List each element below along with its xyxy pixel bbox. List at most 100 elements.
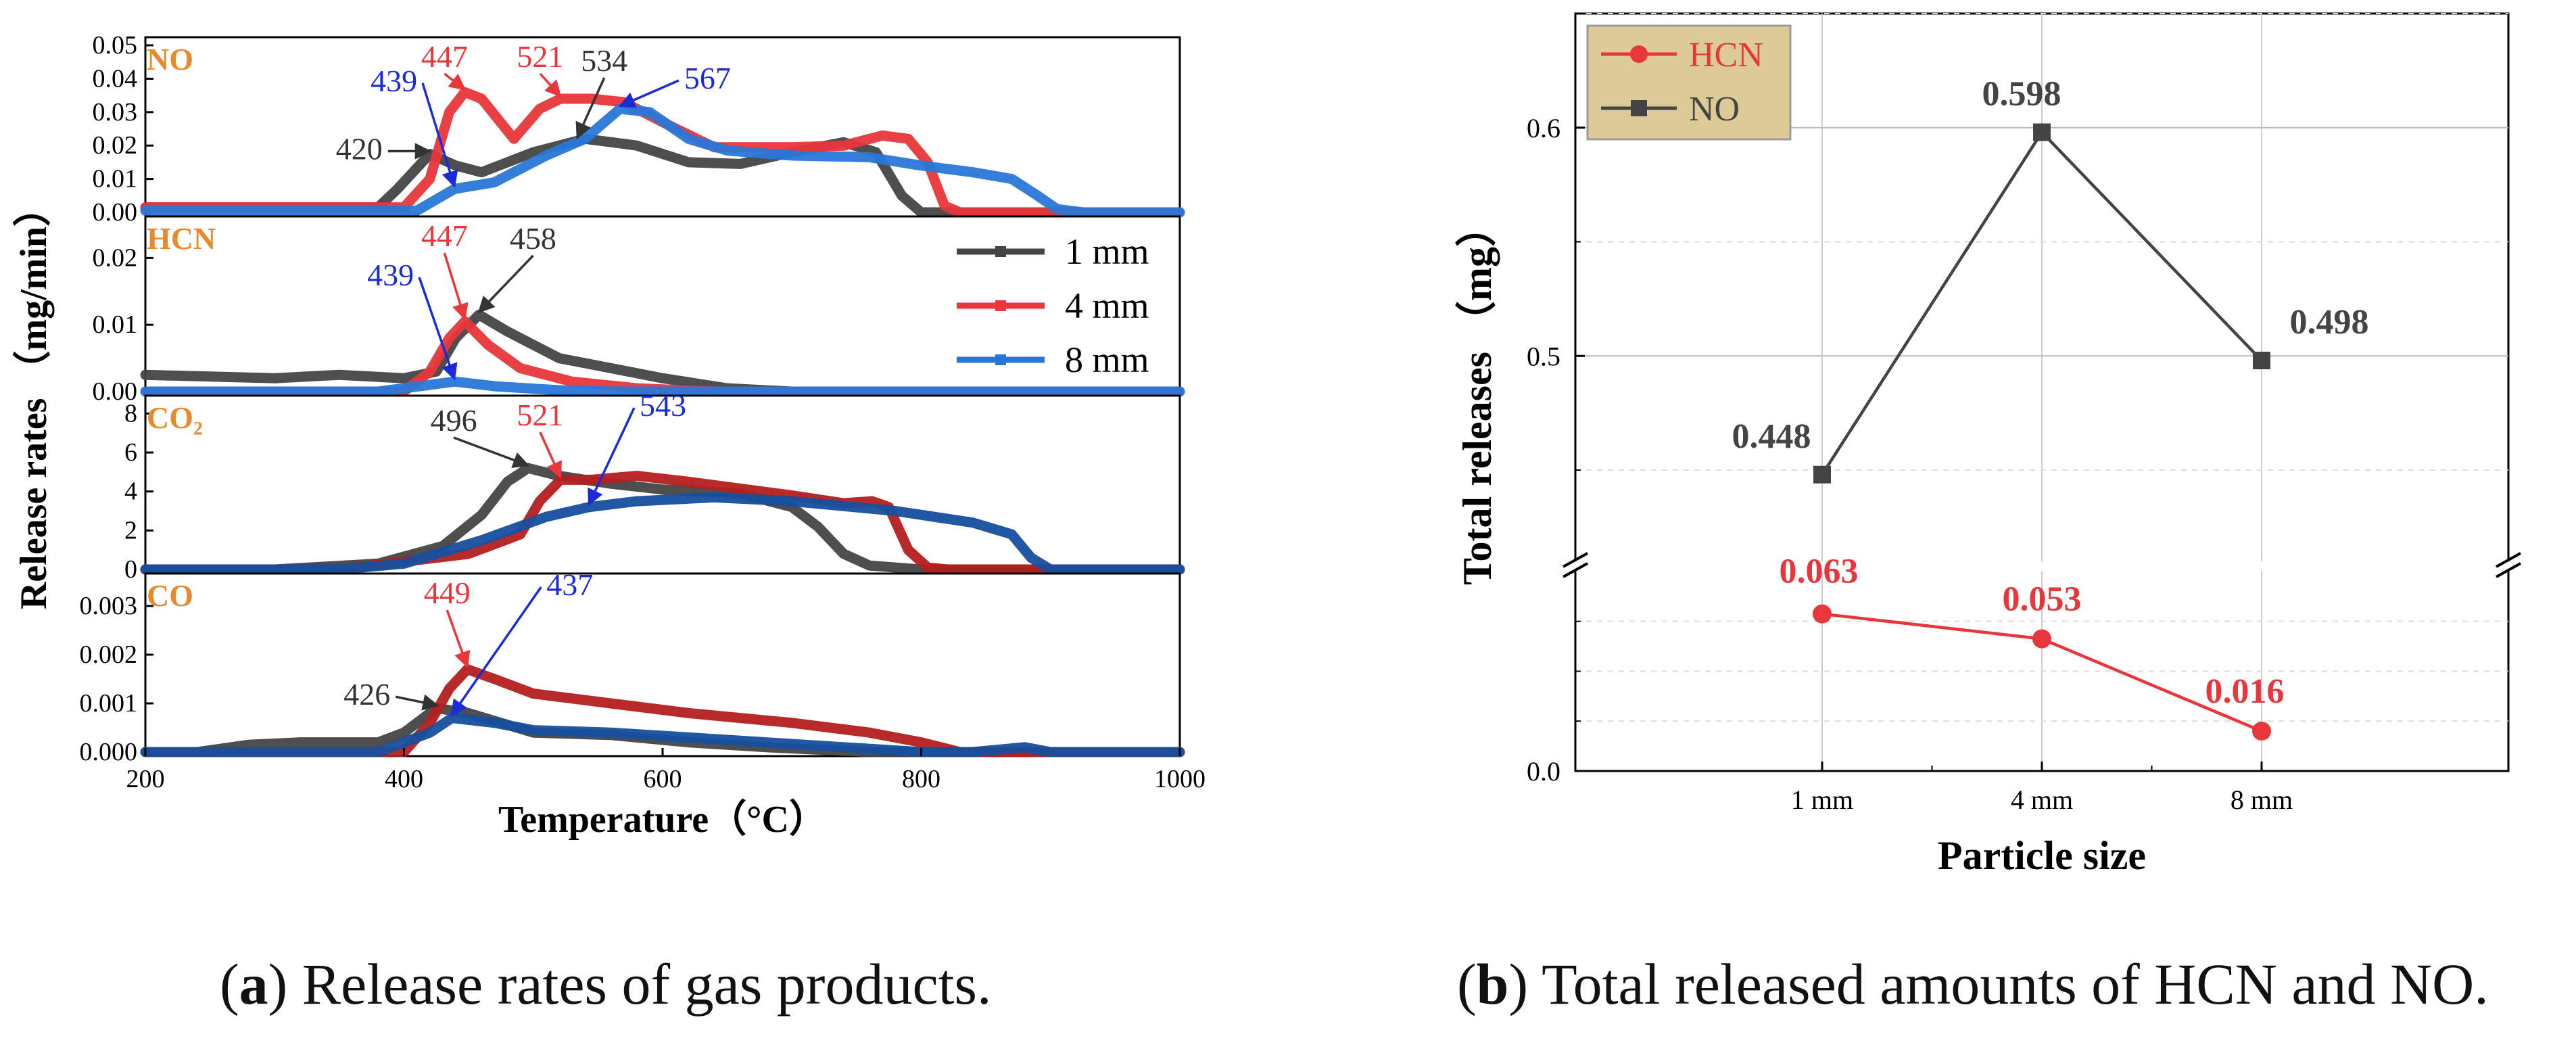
annotation-peak-439: 439 — [371, 64, 417, 98]
y-tick-label: 0.6 — [1527, 113, 1560, 143]
y-tick-label: 0.02 — [93, 131, 138, 160]
data-point-no — [2253, 352, 2270, 369]
annotation-peak-420: 420 — [336, 132, 383, 166]
data-point-no — [2033, 123, 2051, 141]
y-tick-label: 6 — [124, 438, 137, 467]
data-label-no: 0.598 — [1982, 75, 2061, 114]
annotation-arrow — [418, 277, 458, 381]
data-label-no: 0.498 — [2290, 303, 2369, 342]
annotation-peak-567: 567 — [684, 61, 731, 95]
annotation-peak-543: 543 — [640, 388, 686, 423]
series-line-4mm — [140, 664, 1185, 757]
annotation-peak-496: 496 — [431, 403, 477, 438]
y-tick-label: 0.00 — [93, 377, 138, 406]
annotation-arrow — [444, 72, 467, 91]
axis-break-mark — [2496, 562, 2521, 578]
legend-entry-label: 8 mm — [1065, 340, 1149, 380]
axis-break-mark — [1563, 552, 1588, 568]
x-tick-label: 8 mm — [2231, 785, 2293, 815]
y-tick-label: 0.01 — [93, 165, 138, 193]
panel-no: 0.00 0.01 0.02 0.03 0.04 0.05 NO 447 521 534 567 43… — [93, 31, 1185, 227]
y-tick-label: 0.001 — [80, 689, 138, 718]
annotation-arrow — [450, 586, 542, 717]
caption-b-text: Total released amounts of HCN and NO. — [1542, 952, 2489, 1017]
series-line-8mm — [140, 103, 1185, 218]
annotation-peak-534: 534 — [581, 43, 627, 78]
x-tick-label: 800 — [902, 765, 940, 793]
y-tick-label: 0.00 — [93, 198, 138, 227]
legend-marker — [995, 300, 1006, 311]
caption-a-text: Release rates of gas products. — [302, 952, 992, 1017]
legend-entry-label: 1 mm — [1065, 231, 1149, 272]
annotation-peak-426: 426 — [343, 677, 390, 711]
y-tick-label: 0.000 — [80, 738, 138, 766]
data-point-no — [1813, 465, 1831, 484]
y-tick-label: 8 — [124, 399, 137, 427]
annotation-peak-449: 449 — [424, 576, 471, 610]
y-tick-label: 0.03 — [93, 98, 138, 126]
panel-label-no: NO — [147, 42, 193, 76]
series-line-4mm — [140, 471, 1185, 575]
data-label-hcn: 0.063 — [1780, 553, 1859, 591]
annotation-arrow — [453, 436, 530, 468]
panel-co: 0.000 0.001 0.002 0.003 CO 449 437 426 — [80, 567, 1185, 766]
annotation-peak-521: 521 — [517, 39, 563, 74]
legend-marker — [1630, 45, 1648, 63]
axis-break-mark — [1563, 562, 1588, 578]
y-axis-label: Total releases （mg） — [1454, 206, 1500, 585]
chart-a-release-rates: 0.00 0.01 0.02 0.03 0.04 0.05 NO 447 521 534 567 43… — [12, 31, 1206, 841]
caption-a: (a) Release rates of gas products. — [220, 952, 992, 1017]
annotation-peak-447: 447 — [421, 39, 468, 74]
annotation-arrow — [575, 77, 606, 140]
y-tick-label: 0.02 — [93, 243, 138, 272]
legend-entry-label: 4 mm — [1065, 285, 1149, 326]
annotation-arrow — [443, 252, 469, 321]
series-line-8mm — [140, 376, 1185, 397]
annotation-arrow — [477, 254, 534, 314]
x-tick-label: 1 mm — [1791, 785, 1853, 815]
legend-box — [1586, 24, 1792, 141]
x-axis-label: Particle size — [1938, 833, 2146, 878]
caption-b-letter: b — [1476, 952, 1509, 1017]
panel-label-hcn: HCN — [147, 221, 216, 256]
series-line-1mm — [140, 463, 1185, 575]
annotation-arrow — [446, 609, 471, 668]
annotation-arrow — [588, 407, 636, 506]
data-label-no: 0.448 — [1732, 417, 1811, 456]
x-axis-label: Temperature（°C） — [498, 798, 827, 841]
legend-marker — [995, 246, 1006, 257]
x-tick-label: 1000 — [1154, 765, 1206, 793]
y-tick-label: 4 — [124, 477, 137, 506]
y-tick-label: 0.01 — [93, 310, 138, 339]
x-tick-label: 200 — [126, 765, 165, 793]
annotation-arrow — [539, 431, 562, 479]
series-line-8mm — [140, 713, 1185, 757]
series-line-1mm — [140, 133, 1185, 218]
caption-b: (b) Total released amounts of HCN and NO… — [1457, 952, 2489, 1017]
axis-break-mark — [2496, 552, 2521, 568]
y-tick-label: 0.003 — [80, 592, 138, 620]
y-tick-label: 0 — [124, 555, 137, 584]
panel-hcn: 0.00 0.01 0.02 HCN 447 458 439 — [93, 215, 1185, 406]
y-tick-label: 0.05 — [93, 31, 138, 60]
y-tick-label: 0.04 — [93, 64, 138, 93]
legend: HCN NO — [1586, 24, 1792, 141]
data-point-hcn — [2032, 629, 2051, 649]
annotation-arrow — [395, 694, 439, 711]
annotation-peak-437: 437 — [546, 567, 593, 602]
panel-co2: 0 2 4 6 8 CO₂ 496 521 543 — [124, 388, 1185, 584]
data-point-hcn — [2252, 722, 2271, 741]
panel-label-co2: CO₂ — [147, 400, 203, 435]
series-line-1mm — [140, 309, 1185, 397]
x-tick-label: 400 — [385, 765, 423, 793]
y-axis-label: Release rates （mg/min） — [12, 189, 55, 609]
annotation-peak-439: 439 — [367, 258, 414, 292]
y-tick-label: 0.5 — [1527, 341, 1560, 371]
y-tick-label: 2 — [124, 516, 137, 544]
annotation-arrow — [421, 83, 458, 188]
x-tick-label: 4 mm — [2011, 785, 2073, 815]
annotation-peak-521: 521 — [517, 398, 563, 432]
annotation-arrow — [539, 72, 562, 97]
panel-frame — [144, 572, 1181, 757]
series-line-8mm — [140, 492, 1185, 575]
